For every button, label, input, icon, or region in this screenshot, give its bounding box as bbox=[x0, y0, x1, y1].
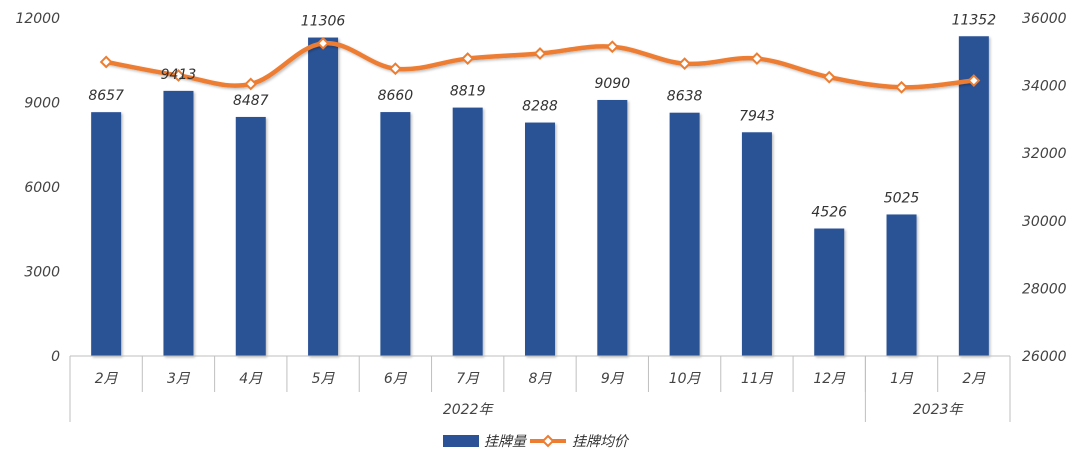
line-marker bbox=[605, 40, 619, 54]
right-tick-label: 34000 bbox=[1022, 79, 1067, 95]
bar bbox=[380, 112, 411, 357]
bar bbox=[308, 37, 339, 356]
left-tick-label: 9000 bbox=[24, 96, 60, 112]
category-label: 3月 bbox=[167, 371, 191, 387]
line-marker bbox=[316, 36, 330, 50]
bar-value-label: 8487 bbox=[233, 93, 269, 109]
right-tick-label: 26000 bbox=[1022, 349, 1067, 365]
group-label: 2022年 bbox=[443, 402, 495, 418]
bar-value-label: 5025 bbox=[884, 190, 920, 206]
line-series bbox=[99, 36, 981, 94]
bar-value-label: 9090 bbox=[594, 76, 630, 92]
category-label: 2月 bbox=[962, 371, 986, 387]
right-tick-label: 30000 bbox=[1022, 214, 1067, 230]
bar bbox=[597, 99, 628, 356]
bar-value-label: 8638 bbox=[667, 89, 703, 105]
legend-label-line: 挂牌均价 bbox=[572, 434, 630, 450]
category-label: 10月 bbox=[669, 371, 702, 387]
right-axis: 26000 28000 30000 32000 34000 36000 bbox=[1022, 11, 1067, 365]
bar bbox=[741, 132, 772, 356]
category-label: 2月 bbox=[95, 371, 119, 387]
category-label: 11月 bbox=[741, 371, 774, 387]
bar bbox=[91, 112, 122, 356]
bar-value-label: 7943 bbox=[739, 108, 775, 124]
left-axis: 0 3000 6000 9000 12000 bbox=[15, 11, 60, 365]
legend-marker bbox=[541, 434, 555, 448]
line-marker bbox=[533, 47, 547, 60]
left-tick-label: 0 bbox=[51, 349, 60, 365]
bar bbox=[525, 122, 555, 357]
bar-value-label: 8288 bbox=[522, 99, 558, 115]
right-tick-label: 32000 bbox=[1022, 146, 1067, 162]
line-marker bbox=[172, 69, 185, 82]
line-marker bbox=[244, 77, 258, 91]
line-marker bbox=[678, 57, 692, 71]
left-tick-label: 3000 bbox=[24, 265, 60, 281]
category-label: 9月 bbox=[601, 371, 625, 387]
line-marker bbox=[895, 80, 908, 94]
category-label: 6月 bbox=[384, 371, 408, 387]
bar bbox=[452, 107, 483, 356]
group-label: 2023年 bbox=[913, 402, 965, 418]
category-label: 5月 bbox=[312, 371, 336, 387]
legend-label-bar: 挂牌量 bbox=[484, 434, 528, 450]
bar-value-label: 11306 bbox=[301, 14, 346, 30]
category-label: 7月 bbox=[456, 371, 480, 387]
legend: 挂牌量 挂牌均价 bbox=[443, 434, 630, 450]
category-label: 8月 bbox=[529, 371, 553, 387]
bar bbox=[669, 112, 700, 356]
bar bbox=[163, 90, 194, 357]
bar-value-label: 4526 bbox=[811, 205, 847, 221]
line-marker bbox=[750, 52, 764, 65]
bar bbox=[235, 116, 266, 357]
left-tick-label: 12000 bbox=[15, 11, 60, 27]
legend-swatch-bar bbox=[443, 435, 479, 447]
line-marker bbox=[461, 52, 475, 65]
x-axis: 2月 3月 4月 5月 6月 7月 8月 9月 10月 11月 12月 1月 2月 2022年 2023年 bbox=[69, 355, 1011, 422]
line-marker bbox=[822, 70, 836, 84]
bar bbox=[886, 214, 917, 356]
bar bbox=[814, 228, 845, 356]
right-tick-label: 36000 bbox=[1022, 11, 1067, 27]
category-label: 12月 bbox=[813, 371, 846, 387]
bar bbox=[958, 36, 989, 356]
right-tick-label: 28000 bbox=[1022, 281, 1067, 297]
category-label: 4月 bbox=[239, 371, 263, 387]
bar-value-label: 11352 bbox=[952, 12, 997, 28]
bar-value-label: 8660 bbox=[378, 88, 414, 104]
bar-data-labels: 8657 9413 8487 11306 8660 8819 8288 9090 8638 794… bbox=[88, 12, 996, 220]
bar-value-label: 8657 bbox=[88, 88, 124, 104]
bar-value-label: 8819 bbox=[450, 84, 486, 100]
line-marker bbox=[388, 62, 402, 76]
line-marker bbox=[99, 55, 113, 69]
bar-value-label: 9413 bbox=[161, 67, 197, 83]
bar-series bbox=[91, 36, 989, 357]
line-marker bbox=[967, 74, 981, 87]
category-label: 1月 bbox=[890, 371, 914, 387]
left-tick-label: 6000 bbox=[24, 180, 60, 196]
